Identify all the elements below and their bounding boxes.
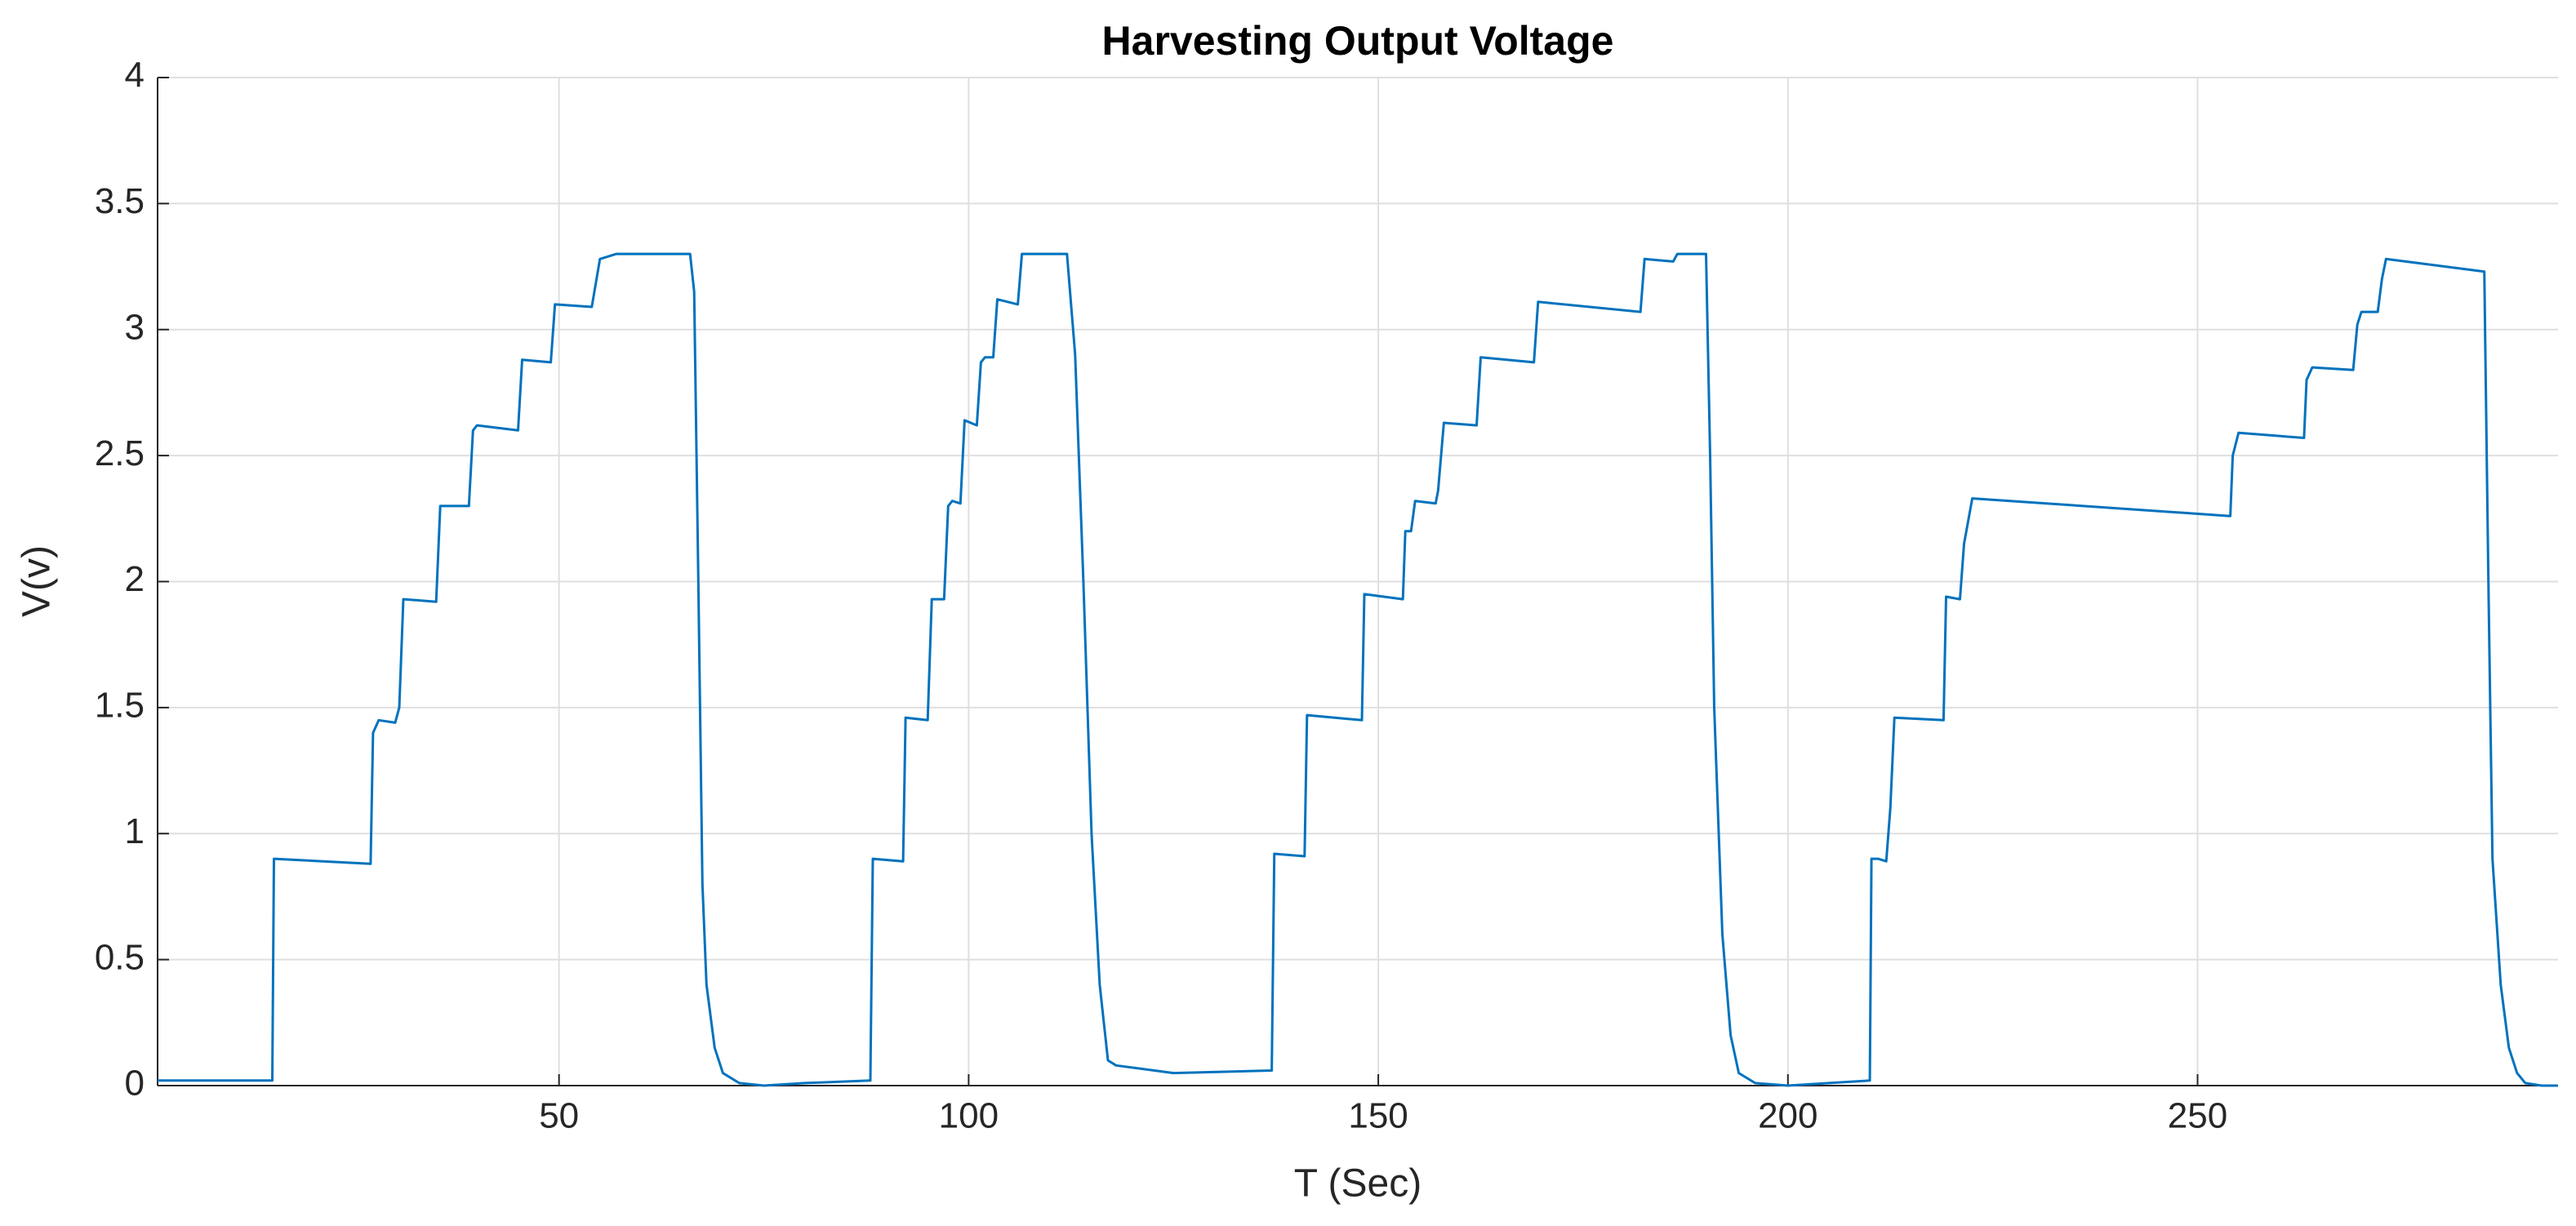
- y-tick-label: 2: [125, 559, 145, 599]
- y-tick-label: 0.5: [95, 937, 145, 977]
- y-tick-label: 3.5: [95, 181, 145, 221]
- chart-title: Harvesting Output Voltage: [1102, 18, 1614, 64]
- x-axis-label: T (Sec): [1294, 1162, 1421, 1206]
- y-tick-label: 2.5: [95, 433, 145, 473]
- y-tick-label: 3: [125, 307, 145, 347]
- y-tick-label: 0: [125, 1064, 145, 1104]
- y-tick-label: 4: [125, 56, 145, 96]
- x-tick-label: 150: [1348, 1096, 1408, 1136]
- x-tick-label: 200: [1758, 1096, 1817, 1136]
- y-tick-label: 1: [125, 811, 145, 851]
- y-tick-label: 1.5: [95, 686, 145, 726]
- x-tick-label: 50: [539, 1096, 579, 1136]
- y-axis-label: V(v): [16, 545, 59, 617]
- x-tick-label: 100: [939, 1096, 999, 1136]
- data-line: [158, 252, 2558, 1087]
- x-tick-label: 250: [2168, 1096, 2227, 1136]
